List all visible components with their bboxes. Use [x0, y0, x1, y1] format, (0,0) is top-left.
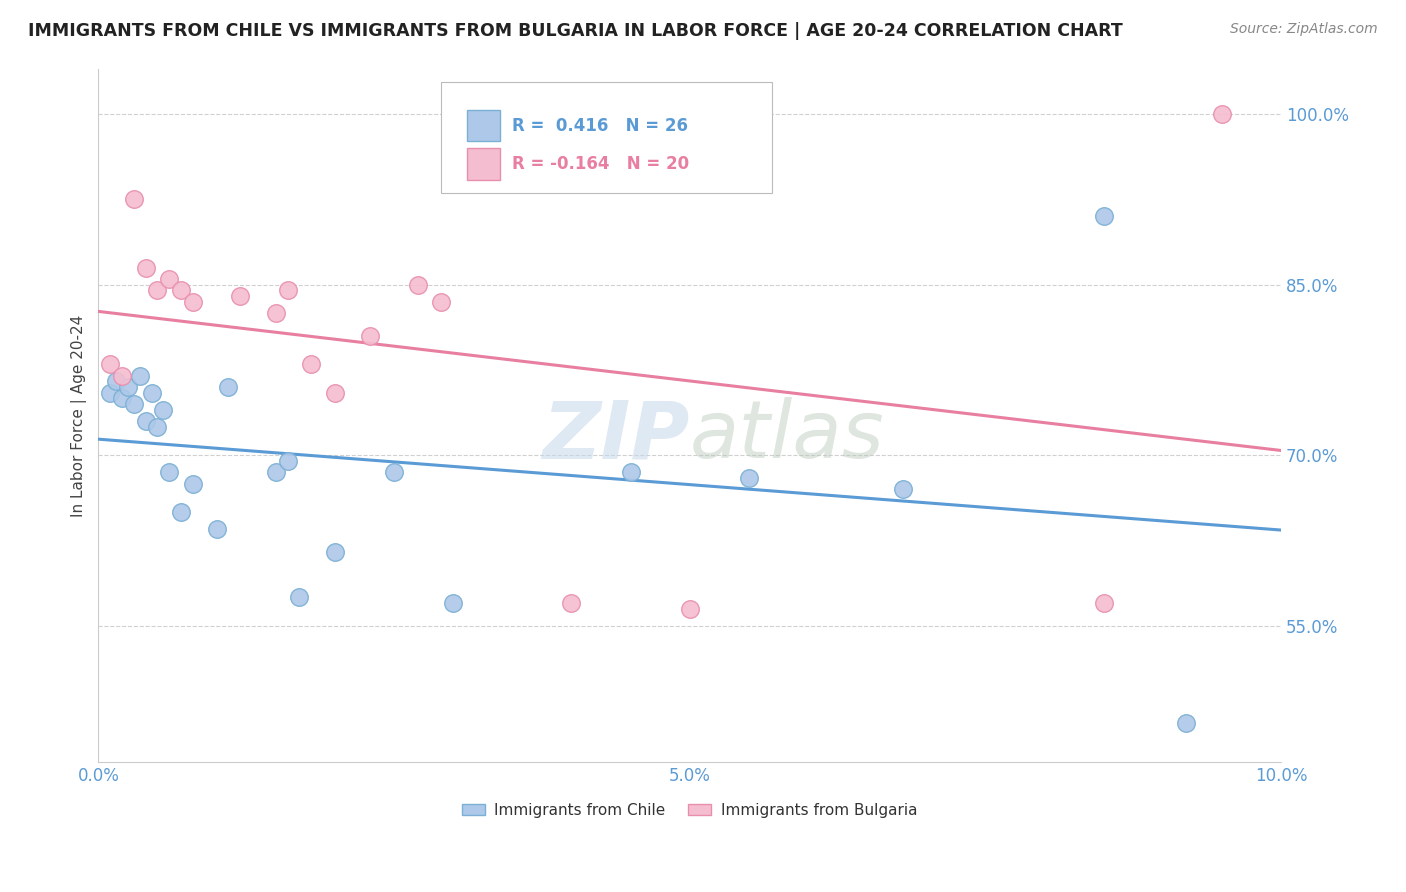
Point: [146, 283, 169, 297]
Point: [323, 545, 346, 559]
Point: [264, 306, 287, 320]
Bar: [467, 110, 501, 141]
Point: [152, 402, 174, 417]
Point: [299, 357, 322, 371]
Point: [441, 596, 464, 610]
Point: [1211, 107, 1233, 121]
Point: [205, 522, 228, 536]
Point: [128, 368, 150, 383]
Point: [141, 385, 163, 400]
Point: [277, 454, 299, 468]
Point: [264, 466, 287, 480]
Point: [111, 368, 134, 383]
Point: [111, 392, 134, 406]
Point: [135, 414, 157, 428]
Point: [679, 602, 702, 616]
Point: [170, 283, 193, 297]
Point: [738, 471, 761, 485]
Point: [181, 476, 204, 491]
Point: [359, 329, 381, 343]
Text: Source: ZipAtlas.com: Source: ZipAtlas.com: [1230, 22, 1378, 37]
Point: [406, 277, 429, 292]
Point: [1175, 715, 1198, 730]
Point: [1092, 596, 1115, 610]
Point: [382, 466, 405, 480]
Point: [105, 375, 128, 389]
Point: [1092, 210, 1115, 224]
Point: [181, 294, 204, 309]
FancyBboxPatch shape: [441, 82, 772, 194]
Text: ZIP: ZIP: [543, 397, 690, 475]
Text: atlas: atlas: [690, 397, 884, 475]
Point: [229, 289, 252, 303]
Text: IMMIGRANTS FROM CHILE VS IMMIGRANTS FROM BULGARIA IN LABOR FORCE | AGE 20-24 COR: IMMIGRANTS FROM CHILE VS IMMIGRANTS FROM…: [28, 22, 1123, 40]
Point: [98, 357, 121, 371]
Point: [560, 596, 582, 610]
Point: [117, 380, 139, 394]
Point: [217, 380, 239, 394]
Point: [277, 283, 299, 297]
Point: [288, 591, 311, 605]
Point: [146, 420, 169, 434]
Point: [891, 483, 914, 497]
Point: [170, 505, 193, 519]
Point: [619, 466, 641, 480]
Point: [122, 397, 145, 411]
Point: [98, 385, 121, 400]
Bar: [467, 148, 501, 179]
Text: R =  0.416   N = 26: R = 0.416 N = 26: [512, 117, 689, 135]
Point: [430, 294, 453, 309]
Point: [323, 385, 346, 400]
Point: [157, 466, 180, 480]
Point: [135, 260, 157, 275]
Point: [122, 192, 145, 206]
Point: [157, 272, 180, 286]
Text: R = -0.164   N = 20: R = -0.164 N = 20: [512, 155, 689, 173]
Legend: Immigrants from Chile, Immigrants from Bulgaria: Immigrants from Chile, Immigrants from B…: [456, 797, 924, 824]
Y-axis label: In Labor Force | Age 20-24: In Labor Force | Age 20-24: [72, 314, 87, 516]
